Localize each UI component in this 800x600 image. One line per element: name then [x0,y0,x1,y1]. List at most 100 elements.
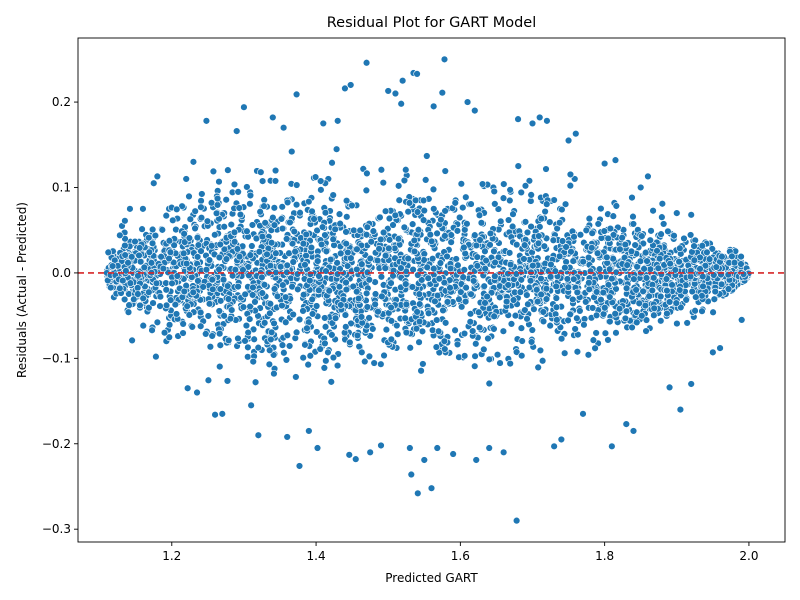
data-point [420,206,428,215]
data-point [353,265,361,274]
data-point [331,225,339,234]
data-point [663,309,671,318]
data-point [342,323,350,331]
data-point [243,227,251,235]
data-point [518,337,526,345]
data-point [266,309,274,317]
data-point [606,293,614,301]
data-point [564,283,572,291]
data-point [158,226,167,234]
data-point [148,326,156,334]
data-point [476,236,484,244]
data-point [282,318,290,326]
data-point [239,303,248,311]
data-point [622,420,630,428]
data-point [379,228,388,237]
data-point [410,247,419,256]
data-point [712,263,720,271]
data-point [429,185,438,194]
data-point [211,411,219,419]
data-point [128,253,136,261]
data-point [223,282,232,290]
data-point [477,219,486,227]
data-point [730,258,739,267]
data-point [366,448,374,457]
data-point [191,207,199,215]
data-point [246,315,254,323]
data-point [367,238,375,246]
data-point [433,229,441,238]
data-point [724,285,733,293]
data-point [462,193,470,201]
data-point [371,290,380,298]
data-point [241,290,249,299]
data-point [381,207,390,215]
data-point [128,336,136,345]
data-point [573,314,581,322]
data-point [623,261,631,269]
data-point [657,230,665,238]
data-point [546,273,555,281]
data-point [235,204,243,212]
data-point [512,240,521,249]
data-point [325,287,333,295]
data-point [165,237,174,245]
data-point [267,335,275,344]
data-point [437,215,445,224]
data-point [234,188,242,196]
data-point [406,444,414,452]
data-point [518,352,526,360]
data-point [593,249,602,257]
data-point [557,335,566,343]
data-point [698,242,706,250]
data-point [343,213,351,221]
data-point [555,252,564,260]
data-point [426,230,435,239]
data-point [362,59,371,67]
data-point [665,298,674,306]
data-point [668,281,676,289]
data-point [687,211,695,219]
data-point [270,319,278,328]
data-point [394,235,403,243]
data-points-layer [103,55,753,525]
data-point [470,277,478,285]
data-point [428,254,437,263]
data-point [527,197,535,205]
data-point [387,279,395,287]
data-point [179,320,187,328]
data-point [472,340,480,348]
data-point [423,152,431,160]
data-point [329,191,337,199]
data-point [459,273,467,281]
data-point [397,100,405,108]
data-point [283,433,291,441]
data-point [564,136,573,145]
data-point [640,265,648,273]
data-point [306,270,315,278]
data-point [369,325,377,333]
data-point [361,357,369,366]
data-point [254,343,262,352]
data-point [698,307,706,315]
data-point [433,316,441,324]
data-point [282,235,291,243]
x-tick-label: 1.6 [451,549,470,563]
data-point [213,201,222,209]
data-point [539,317,548,326]
data-point [124,259,132,267]
data-point [322,357,330,365]
data-point [209,167,218,176]
data-point [320,364,329,372]
data-point [546,218,554,226]
data-point [506,260,515,269]
data-point [595,265,604,273]
data-point [337,301,345,309]
data-point [191,224,199,233]
data-point [209,285,217,294]
data-point [202,265,211,274]
data-point [406,344,414,352]
data-point [682,296,690,304]
data-point [534,363,542,372]
data-point [358,348,366,357]
